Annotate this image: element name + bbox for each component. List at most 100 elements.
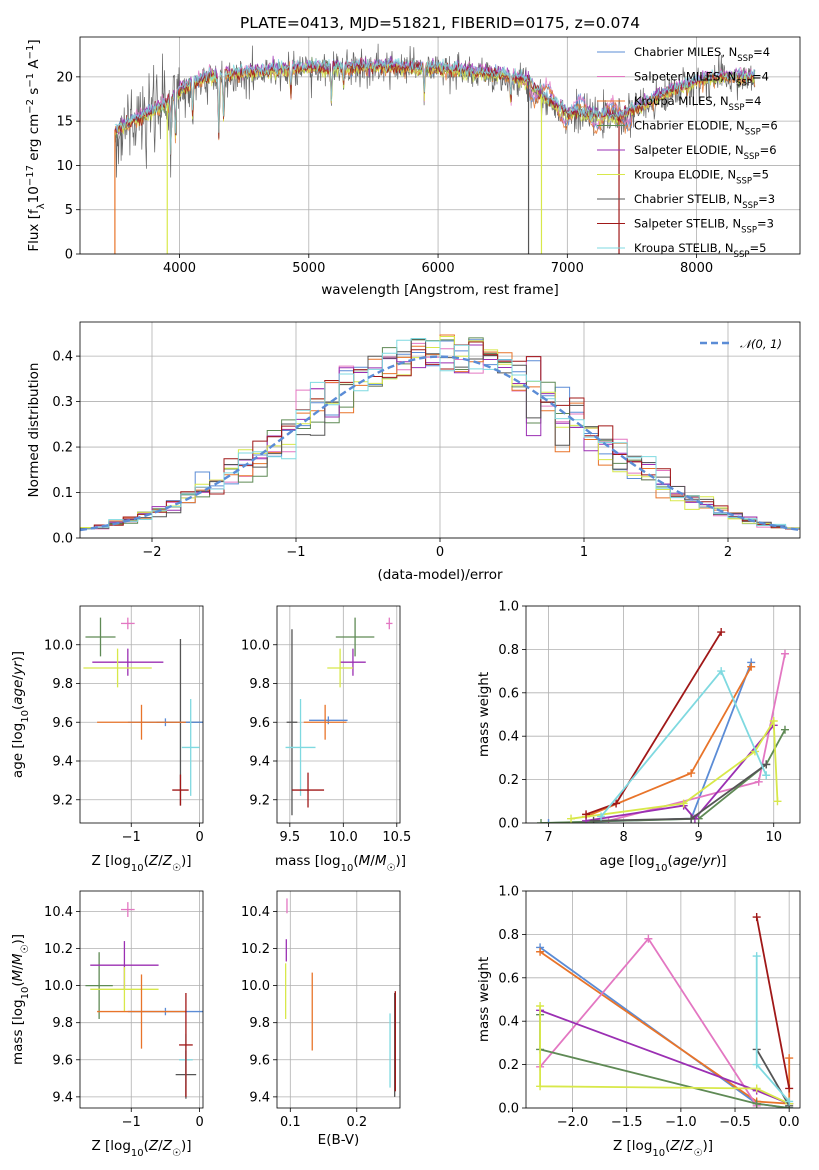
grid	[526, 890, 800, 1109]
y-tick-label: 9.8	[249, 677, 270, 692]
y-tick-label: 9.6	[249, 716, 270, 731]
y-tick-label: 0.1	[52, 486, 73, 501]
x-tick-label: 0.0	[779, 1115, 800, 1130]
ticks: −2.0 −1.5 −1.0 −0.5 0.0 0.0 0.2 0.4 0.6 0.8 1.0	[498, 885, 799, 1131]
series-kroupa-stelib	[752, 952, 794, 1106]
y-tick-label: 10.2	[241, 942, 270, 957]
x-tick-label: −1.5	[611, 1115, 643, 1130]
errorbar-point-salpeter-miles	[121, 617, 135, 630]
errorbar-point-kroupa-stelib	[181, 699, 200, 796]
y-tick-label: 9.4	[52, 1090, 73, 1105]
series-line	[585, 724, 775, 822]
y-tick-label: 9.2	[249, 793, 270, 808]
x-tick-label: −2.0	[557, 1115, 589, 1130]
y-axis-label: Normed distribution	[26, 363, 42, 498]
series-marker	[536, 1082, 545, 1091]
series-marker	[780, 649, 789, 658]
x-axis-label: E(B-V)	[318, 1132, 360, 1148]
series-kroupa-stelib	[597, 667, 771, 821]
y-tick-label: 0.4	[498, 730, 519, 745]
legend-label: Chabrier ELODIE, NSSP=6	[634, 119, 778, 138]
y-tick-label: 9.4	[52, 755, 73, 770]
ticks: 9.5 10.0 10.5 9.2 9.4 9.6 9.8 10.0	[241, 638, 411, 845]
y-tick-label: 0.8	[498, 928, 519, 943]
spectrum-line-kroupa-stelib	[114, 58, 756, 155]
histogram-kroupa-stelib	[80, 338, 800, 530]
x-tick-label: 8000	[680, 261, 713, 276]
y-tick-label: 0.6	[498, 686, 519, 701]
series-line	[539, 946, 790, 1108]
series-line	[539, 1014, 790, 1108]
series-line	[570, 718, 779, 820]
series-salpeter-stelib	[582, 628, 726, 819]
x-axis-label: (data-model)/error	[377, 567, 503, 583]
x-tick-label: 10.0	[329, 830, 358, 845]
y-axis-label: mass weight	[476, 672, 492, 757]
errorbar-point-salpeter-miles	[121, 902, 135, 917]
series-line	[539, 1006, 790, 1105]
x-tick-label: 1	[580, 545, 588, 560]
errorbar-point-chabrier-stelib	[286, 629, 298, 816]
errorbar-point-kroupa-elodie	[327, 648, 353, 688]
plot-area	[284, 898, 396, 1097]
series-marker	[717, 667, 726, 676]
plot-area	[285, 617, 393, 816]
series-marker	[536, 947, 545, 956]
x-axis-label: age [log10(age/yr)]	[599, 853, 726, 874]
y-tick-label: 0.0	[498, 1102, 519, 1117]
x-tick-label: −1.0	[665, 1115, 697, 1130]
x-tick-label: −1	[122, 1115, 141, 1130]
series-marker	[582, 810, 591, 819]
ticks: 0.1 0.2 9.4 9.6 9.8 10.0 10.2 10.4	[241, 905, 367, 1130]
panel-massweight_vs_age: 7 8 9 10 0.0 0.2 0.4 0.6 0.8 1.0 mass weight age [l…	[476, 600, 801, 874]
series-marker	[785, 1054, 794, 1063]
y-tick-label: 10.4	[44, 905, 73, 920]
series-marker	[762, 760, 771, 769]
x-tick-label: 9	[695, 830, 703, 845]
errorbar-point-chabrier-elodie	[85, 617, 116, 657]
y-axis-label: mass [log10(M/M☉)]	[10, 934, 31, 1065]
legend-label: 𝒩(0, 1)	[740, 337, 782, 351]
y-axis-label: age [log10(age/yr)]	[10, 651, 31, 778]
series-marker	[752, 1099, 761, 1108]
y-tick-label: 0.2	[52, 441, 73, 456]
series-marker	[544, 819, 553, 823]
y-tick-label: 20	[56, 70, 73, 85]
y-tick-label: 9.2	[52, 793, 73, 808]
ticks: 7 8 9 10 0.0 0.2 0.4 0.6 0.8 1.0	[498, 600, 782, 846]
y-tick-label: 0	[65, 248, 73, 263]
series-marker	[752, 913, 761, 922]
legend-label: Chabrier MILES, NSSP=4	[634, 45, 770, 64]
y-tick-label: 1.0	[498, 885, 519, 900]
x-tick-label: 4000	[163, 261, 196, 276]
x-tick-label: −2	[142, 545, 161, 560]
errorbar-point-kroupa-elodie	[83, 648, 152, 688]
x-tick-label: 0.2	[346, 1115, 367, 1130]
x-tick-label: 10.5	[382, 830, 411, 845]
series-kroupa-elodie	[536, 1002, 794, 1108]
y-tick-label: 9.8	[52, 677, 73, 692]
series-line	[585, 631, 722, 816]
axes-frame	[525, 605, 801, 824]
errorbar-point-kroupa-miles	[303, 704, 347, 740]
legend-label: Chabrier STELIB, NSSP=3	[634, 192, 775, 211]
series-marker	[754, 777, 763, 786]
plot-area	[85, 902, 203, 1099]
x-axis-label: Z [log10(Z/Z☉)]	[92, 1138, 192, 1159]
x-tick-label: 7000	[551, 261, 584, 276]
axes-frame	[276, 890, 401, 1109]
errorbar-point-salpeter-miles	[386, 617, 393, 630]
grid	[526, 605, 800, 824]
y-axis-label: mass weight	[476, 957, 492, 1042]
series-salpeter-elodie	[582, 721, 778, 823]
panel-residuals: −2 −1 0 1 2 0.0 0.1 0.2 0.3 0.4 (data-model)/error…	[26, 321, 801, 583]
y-tick-label: 0.8	[498, 643, 519, 658]
ticks: −1 0 9.4 9.6 9.8 10.0 10.2 10.4	[44, 905, 204, 1130]
panel-age_vs_Z: −1 0 9.2 9.4 9.6 9.8 10.0 Z [log10(Z/Z☉)] age [l…	[10, 605, 204, 874]
grid	[277, 891, 400, 1108]
series-marker	[752, 1084, 761, 1093]
y-tick-label: 0.2	[498, 773, 519, 788]
plot-area	[537, 628, 789, 823]
errorbar-point-kroupa-stelib	[285, 699, 316, 796]
